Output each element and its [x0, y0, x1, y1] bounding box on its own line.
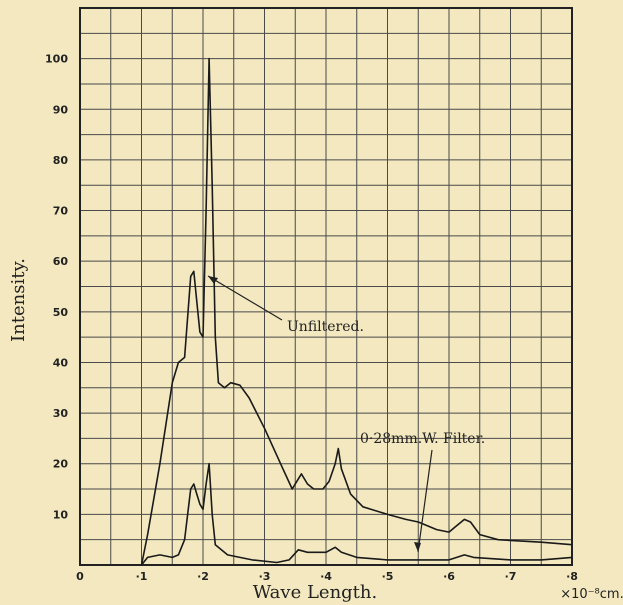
series-line-1: [140, 462, 573, 566]
x-tick-label: ·8: [566, 570, 578, 583]
series-lines: [140, 57, 573, 566]
x-tick-labels: 0 ·1 ·2 ·3 ·4 ·5 ·6 ·7 ·8: [76, 570, 578, 583]
y-tick-label: 60: [53, 255, 69, 268]
y-tick-label: 10: [53, 508, 69, 521]
x-tick-label: ·2: [197, 570, 209, 583]
annotation-filter-arrow: [417, 449, 433, 553]
y-tick-label: 70: [53, 205, 69, 218]
x-tick-label: 0: [76, 570, 84, 583]
y-tick-label: 20: [53, 458, 69, 471]
y-tick-label: 100: [45, 53, 68, 66]
y-tick-label: 30: [53, 407, 69, 420]
x-tick-label: ·4: [320, 570, 332, 583]
x-tick-label: ·5: [382, 570, 394, 583]
x-tick-label: ·1: [136, 570, 148, 583]
annotation-unfiltered-arrowhead: [208, 276, 218, 284]
x-tick-label: ·6: [443, 570, 455, 583]
annotation-filter: 0·28mm.W. Filter.: [360, 431, 485, 447]
y-tick-label: 50: [53, 306, 69, 319]
y-tick-label: 80: [53, 154, 69, 167]
annotation-filter-arrowhead: [414, 542, 421, 552]
series-line-0: [140, 57, 573, 566]
annotation-unfiltered-arrow: [207, 275, 283, 321]
y-tick-labels: 10 20 30 40 50 60 70 80 90 100: [45, 53, 68, 522]
y-axis-label: Intensity.: [8, 258, 29, 342]
x-tick-label: ·3: [259, 570, 271, 583]
grid: [80, 8, 572, 565]
y-tick-label: 90: [53, 103, 69, 116]
x-axis-unit: ×10⁻⁸cm.: [560, 587, 623, 602]
y-tick-label: 40: [53, 356, 69, 369]
annotation-unfiltered: Unfiltered.: [287, 319, 364, 335]
plot-frame: [79, 7, 573, 566]
x-axis-label: Wave Length.: [253, 582, 377, 603]
x-tick-label: ·7: [505, 570, 517, 583]
